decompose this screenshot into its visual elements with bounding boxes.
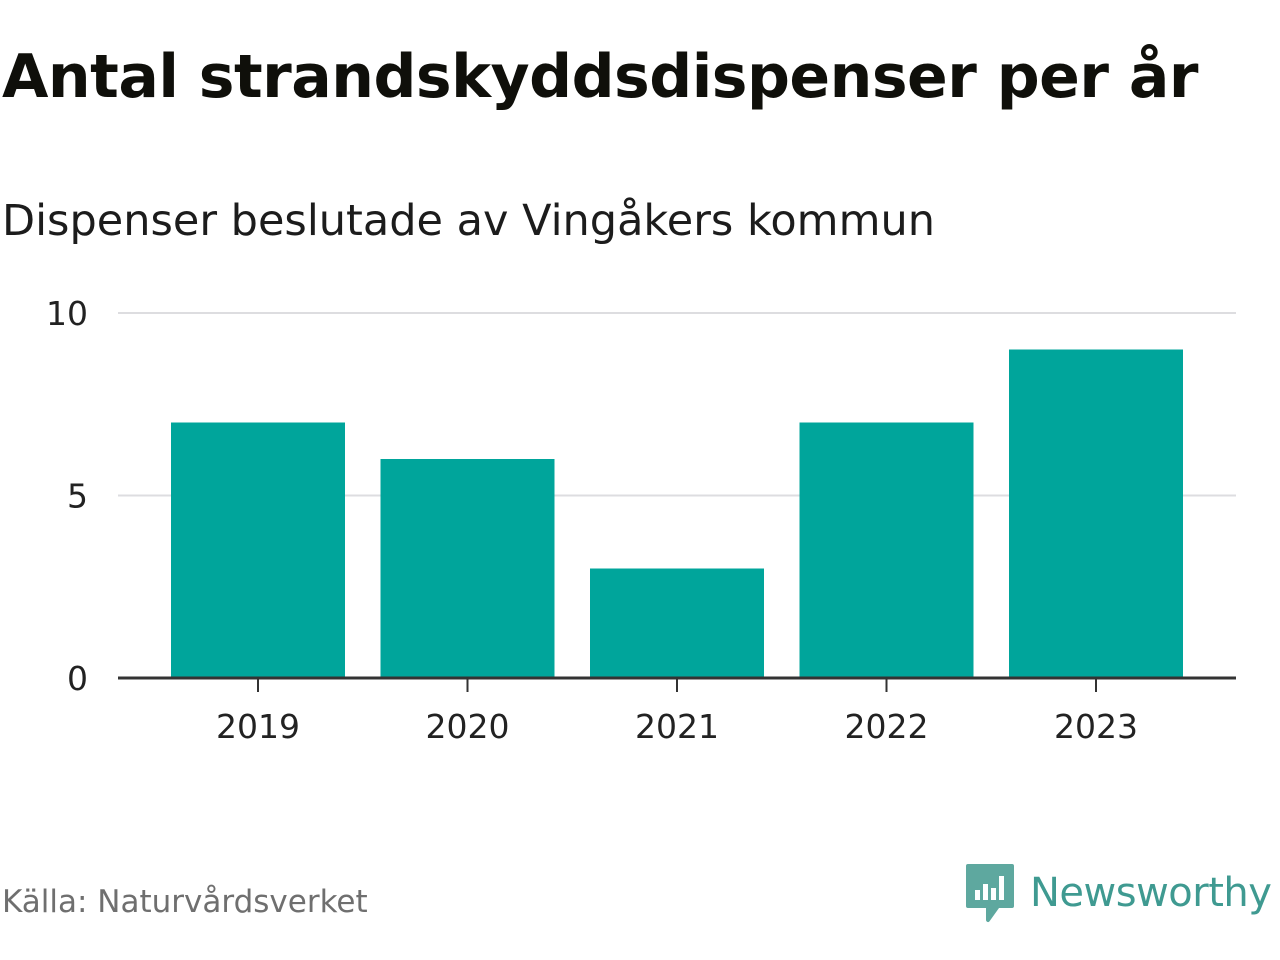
brand-name: Newsworthy [1030, 870, 1272, 916]
x-tick-label: 2023 [1054, 707, 1138, 746]
brand-logo: Newsworthy [964, 862, 1272, 924]
y-tick-label: 5 [67, 477, 88, 516]
newsworthy-logo-icon [966, 864, 1014, 922]
tick-labels: 0 5 10 2019 2020 2021 2022 2023 [46, 294, 1138, 746]
y-tick-label: 0 [67, 659, 88, 698]
y-tick-label: 10 [46, 294, 88, 333]
x-tick-label: 2022 [845, 707, 929, 746]
bar-2020 [380, 459, 555, 678]
x-tick-label: 2019 [216, 707, 300, 746]
chart-subtitle: Dispenser beslutade av Vingåkers kommun [2, 196, 935, 246]
x-tick-label: 2020 [426, 707, 510, 746]
chart-title: Antal strandskyddsdispenser per år [2, 42, 1198, 112]
x-tick-label: 2021 [635, 707, 719, 746]
bar-2023 [1009, 349, 1183, 678]
bars [171, 349, 1183, 678]
axes [118, 676, 1236, 692]
bar-2019 [171, 422, 345, 678]
bar-2021 [590, 568, 764, 678]
bar-2022 [799, 422, 974, 678]
source-note: Källa: Naturvårdsverket [2, 884, 368, 920]
